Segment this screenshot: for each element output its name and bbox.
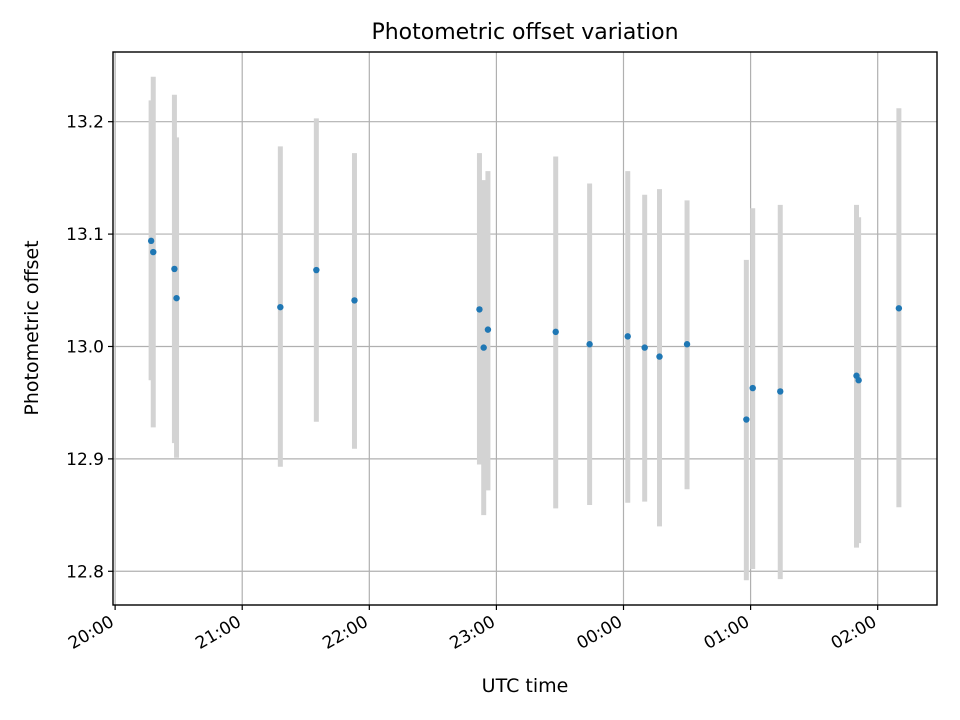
y-tick-label: 12.8 bbox=[66, 562, 104, 582]
y-tick-label: 13.2 bbox=[66, 113, 104, 133]
data-point bbox=[150, 248, 157, 256]
data-point bbox=[895, 305, 903, 312]
data-points bbox=[147, 237, 903, 423]
data-point bbox=[480, 344, 487, 351]
data-point bbox=[586, 341, 593, 348]
y-axis: 12.8 12.9 13.0 13.1 13.2 bbox=[66, 113, 113, 582]
data-point bbox=[147, 237, 155, 245]
data-point bbox=[656, 353, 663, 360]
plot-area bbox=[112, 51, 938, 606]
data-point bbox=[777, 388, 784, 395]
grid-lines bbox=[113, 52, 937, 605]
data-point bbox=[313, 266, 320, 274]
x-axis-label: UTC time bbox=[482, 675, 569, 697]
data-point bbox=[743, 416, 750, 423]
data-point bbox=[351, 297, 358, 304]
y-tick-label: 13.0 bbox=[66, 337, 104, 357]
data-point bbox=[277, 303, 284, 311]
data-point bbox=[552, 328, 559, 336]
plot-frame bbox=[112, 51, 938, 606]
data-point bbox=[476, 306, 483, 313]
data-point bbox=[641, 344, 648, 351]
data-point bbox=[749, 384, 756, 392]
y-tick-label: 12.9 bbox=[66, 450, 104, 470]
data-point bbox=[484, 326, 492, 333]
y-tick-label: 13.1 bbox=[66, 225, 104, 245]
data-point bbox=[173, 294, 180, 302]
data-point bbox=[624, 333, 631, 340]
plot-background bbox=[113, 52, 937, 605]
data-point bbox=[171, 265, 178, 273]
chart-title: Photometric offset variation bbox=[371, 20, 678, 45]
data-point bbox=[855, 377, 862, 384]
y-axis-label: Photometric offset bbox=[21, 240, 43, 415]
data-point bbox=[683, 341, 691, 348]
